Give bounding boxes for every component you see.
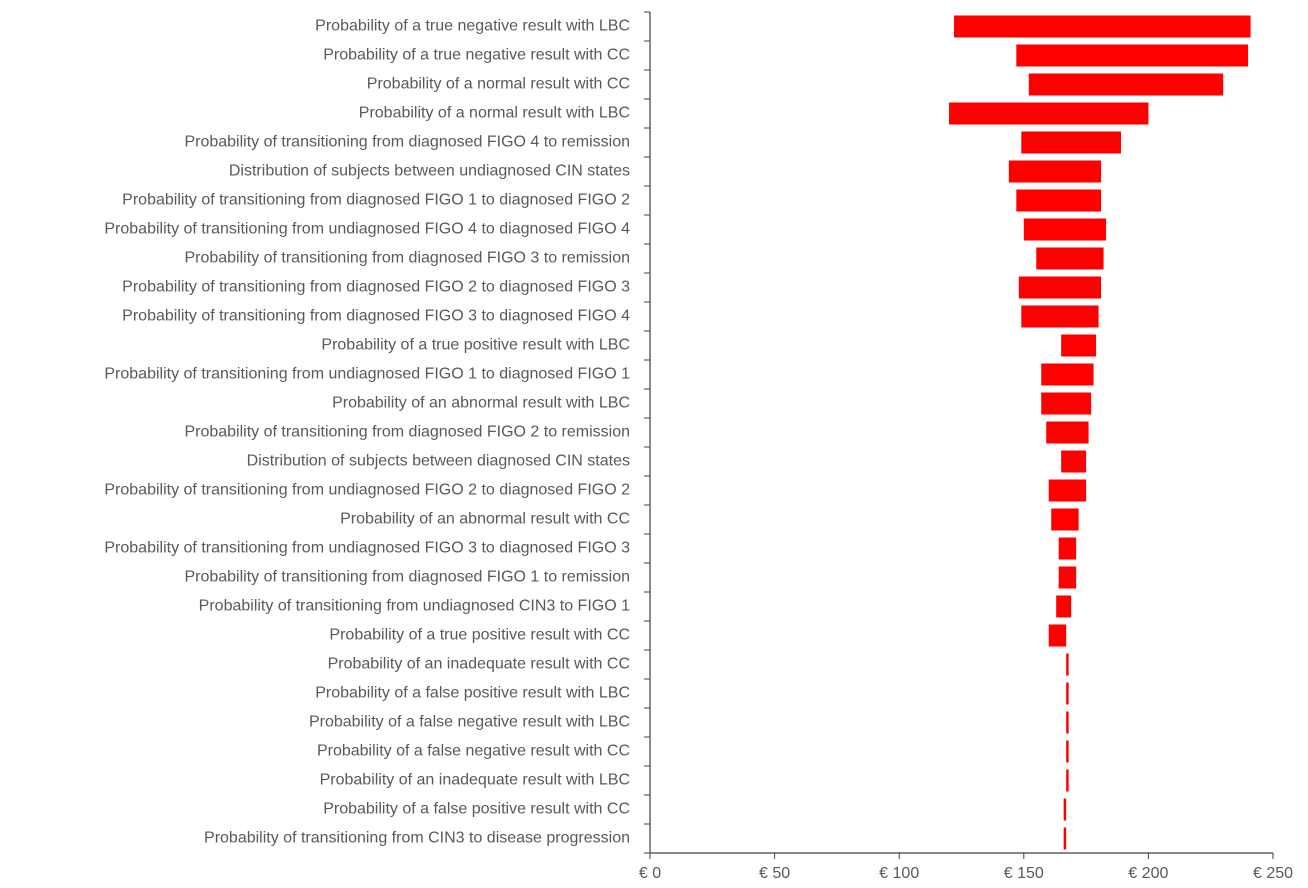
category-label: Probability of transitioning from diagno… <box>122 279 630 296</box>
bar-18 <box>1051 508 1079 531</box>
category-label: Probability of a true positive result wi… <box>321 337 630 354</box>
category-label: Probability of a false negative result w… <box>309 714 630 731</box>
category-label: Probability of transitioning from diagno… <box>184 569 630 586</box>
bar-1 <box>954 15 1251 38</box>
bar-21 <box>1056 595 1072 618</box>
bar-14 <box>1041 392 1092 415</box>
category-label: Probability of transitioning from undiag… <box>104 221 630 238</box>
bar-3 <box>1028 73 1224 96</box>
bar-2 <box>1016 44 1249 67</box>
x-tick-label: € 250 <box>1253 865 1293 882</box>
bar-29 <box>1063 827 1067 850</box>
bar-9 <box>1036 247 1104 270</box>
category-label: Probability of transitioning from undiag… <box>199 598 630 615</box>
category-label: Probability of transitioning from diagno… <box>184 424 630 441</box>
bar-13 <box>1041 363 1094 386</box>
category-label: Probability of a false positive result w… <box>323 801 630 818</box>
category-label: Probability of transitioning from undiag… <box>104 540 630 557</box>
bar-7 <box>1016 189 1102 212</box>
bar-26 <box>1066 740 1069 763</box>
category-label: Probability of transitioning from diagno… <box>184 134 630 151</box>
bar-10 <box>1018 276 1102 299</box>
category-label: Probability of transitioning from undiag… <box>104 482 630 499</box>
bar-25 <box>1066 711 1069 734</box>
x-tick-label: € 200 <box>1128 865 1168 882</box>
bar-6 <box>1008 160 1102 183</box>
category-label: Distribution of subjects between diagnos… <box>247 453 630 470</box>
category-label: Probability of transitioning from undiag… <box>104 366 630 383</box>
bar-17 <box>1048 479 1087 502</box>
x-tick-label: € 0 <box>639 865 661 882</box>
bars-group <box>949 15 1251 850</box>
category-labels: Probability of a true negative result wi… <box>104 18 630 847</box>
bar-12 <box>1061 334 1097 357</box>
category-label: Probability of transitioning from diagno… <box>184 250 630 267</box>
x-tick-label: € 100 <box>879 865 919 882</box>
category-label: Probability of transitioning from diagno… <box>122 192 630 209</box>
category-label: Probability of a false positive result w… <box>315 685 630 702</box>
bar-20 <box>1058 566 1077 589</box>
x-tick-label: € 50 <box>759 865 790 882</box>
bar-19 <box>1058 537 1077 560</box>
bar-22 <box>1048 624 1067 647</box>
category-label: Probability of an abnormal result with L… <box>332 395 630 412</box>
bar-23 <box>1066 653 1069 676</box>
x-axis: € 0 € 50 € 100 € 150 € 200 € 250 <box>639 852 1293 882</box>
category-label: Probability of an inadequate result with… <box>328 656 630 673</box>
bar-8 <box>1023 218 1107 241</box>
bar-28 <box>1063 798 1067 821</box>
category-label: Probability of a true positive result wi… <box>329 627 630 644</box>
category-label: Probability of transitioning from CIN3 t… <box>204 830 630 847</box>
x-tick-label: € 150 <box>1004 865 1044 882</box>
category-label: Distribution of subjects between undiagn… <box>229 163 630 180</box>
category-label: Probability of transitioning from diagno… <box>122 308 630 325</box>
category-label: Probability of a true negative result wi… <box>323 47 630 64</box>
bar-16 <box>1061 450 1087 473</box>
bar-4 <box>949 102 1149 125</box>
category-label: Probability of a normal result with CC <box>367 76 630 93</box>
category-label: Probability of a normal result with LBC <box>359 105 630 122</box>
bar-5 <box>1021 131 1121 154</box>
category-label: Probability of an inadequate result with… <box>320 772 630 789</box>
bar-27 <box>1066 769 1069 792</box>
category-label: Probability of a false negative result w… <box>317 743 630 760</box>
category-label: Probability of an abnormal result with C… <box>340 511 630 528</box>
bar-24 <box>1066 682 1069 705</box>
bar-11 <box>1021 305 1099 328</box>
category-label: Probability of a true negative result wi… <box>315 18 630 35</box>
y-axis <box>644 11 651 854</box>
bar-15 <box>1046 421 1089 444</box>
